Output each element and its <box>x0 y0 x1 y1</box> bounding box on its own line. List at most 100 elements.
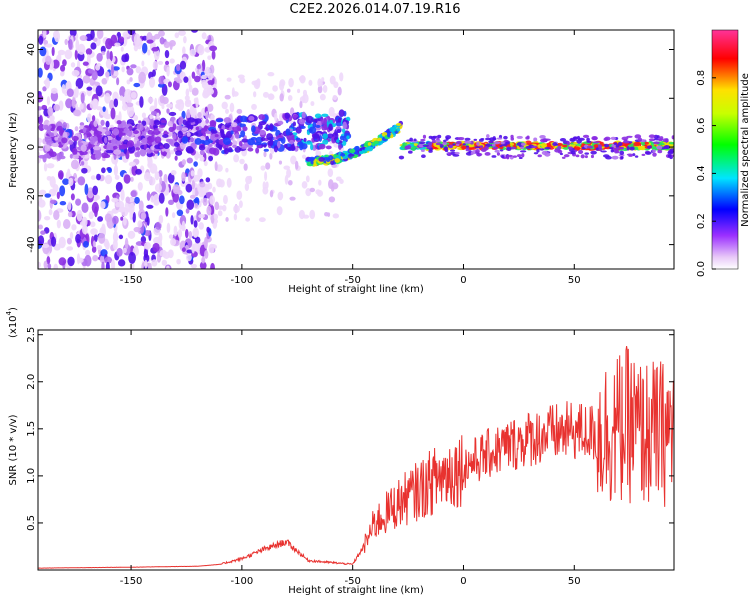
spectrogram-cell <box>133 33 141 46</box>
spectrogram-cell <box>197 168 203 178</box>
spectrogram-cell <box>174 155 178 161</box>
spectrogram-cell <box>181 159 186 166</box>
spectrogram-cell <box>68 38 73 50</box>
spectrogram-cell <box>634 134 642 139</box>
spectrogram-cell <box>114 42 121 47</box>
spectrogram-cell <box>136 123 144 132</box>
spectrogram-cell <box>213 213 219 220</box>
spectrogram-cell <box>71 224 77 231</box>
spectrogram-cell <box>325 157 331 162</box>
spectrogram-cell <box>559 137 567 142</box>
spectrogram-cell <box>318 143 326 150</box>
spectrogram-cell <box>158 192 165 204</box>
spectrogram-cell <box>336 128 342 133</box>
x-tick-label: -150 <box>120 576 143 587</box>
spectrogram-cell <box>166 108 170 114</box>
spectrogram-panel: -150 -100 -50 0 50 -40 -20 0 20 40 Height of str… <box>8 29 675 295</box>
spectrogram-cell <box>367 142 372 146</box>
spectrogram-cell <box>120 188 125 201</box>
spectrogram-cell <box>222 137 231 146</box>
spectrogram-cell <box>293 114 298 119</box>
spectrogram-cell <box>603 154 610 158</box>
spectrogram-cell <box>187 117 195 123</box>
spectrogram-cell <box>59 71 65 77</box>
spectrogram-cell <box>323 117 327 126</box>
spectrogram-cell <box>578 149 584 154</box>
snr-scale-prefix: (x10 <box>8 315 19 338</box>
spectrogram-cell <box>158 124 166 129</box>
spectrogram-cell <box>493 141 501 145</box>
spectrogram-cell <box>44 193 52 198</box>
x-tick-label: -100 <box>231 275 254 286</box>
y-tick-label: 0 <box>26 144 37 150</box>
spectrogram-cell <box>614 149 618 154</box>
spectrogram-cell <box>113 145 118 150</box>
spectrogram-cell <box>198 145 206 151</box>
spectrogram-cell <box>633 141 641 147</box>
spectrogram-cell <box>118 131 124 138</box>
spectrogram-cell <box>46 256 51 265</box>
spectrogram-cell <box>321 113 329 118</box>
spectrogram-cell <box>214 161 218 172</box>
spectrogram-cell <box>225 216 229 222</box>
spectrogram-cell <box>188 231 193 239</box>
spectrogram-cell <box>133 114 139 122</box>
spectrogram-cell <box>104 241 110 250</box>
spectrogram-cell <box>44 77 51 89</box>
spectrogram-cell <box>43 260 48 269</box>
spectrogram-cell <box>201 74 207 80</box>
spectrogram-cell <box>445 135 452 140</box>
spectrogram-cell <box>236 108 243 115</box>
spectrogram-cell <box>104 174 113 185</box>
spectrogram-cell <box>233 154 240 163</box>
spectrogram-cell <box>73 109 81 117</box>
spectrogram-cell <box>93 196 98 202</box>
spectrogram-cell <box>263 148 269 152</box>
spectrogram-cell <box>113 98 119 108</box>
spectrogram-cell <box>62 218 71 230</box>
spectrogram-cell <box>218 145 222 150</box>
spectrogram-cell <box>96 173 101 181</box>
spectrogram-cell <box>201 32 207 40</box>
spectrogram-cell <box>146 39 154 44</box>
x-tick-label: -100 <box>231 576 254 587</box>
spectrogram-cell <box>96 52 103 62</box>
spectrogram-cell <box>130 64 137 69</box>
spectrogram-cell <box>580 154 585 159</box>
spectrogram-cell <box>95 85 103 97</box>
spectrogram-cell <box>335 176 342 182</box>
spectrogram-cell <box>158 127 164 132</box>
spectrogram-cell <box>179 195 185 205</box>
snr-scale-label: (x104) <box>5 307 19 338</box>
spectrogram-cell <box>639 145 646 151</box>
spectrogram-cell <box>146 191 151 201</box>
spectrogram-cell <box>75 78 84 89</box>
spectrogram-cell <box>190 170 195 177</box>
spectrogram-cell <box>124 237 129 250</box>
spectrogram-cell <box>216 127 221 133</box>
spectrogram-cell <box>188 84 193 93</box>
spectrogram-cell <box>106 143 114 149</box>
spectrogram-cell <box>199 156 205 162</box>
spectrogram-cell <box>563 154 570 158</box>
spectrogram-cell <box>258 217 266 223</box>
spectrogram-cell <box>516 142 523 147</box>
spectrogram-cell <box>112 128 120 136</box>
spectrogram-cell <box>286 168 292 178</box>
spectrogram-cell <box>413 143 419 146</box>
spectrogram-cell <box>56 191 60 200</box>
spectrogram-cell <box>162 96 169 105</box>
spectrogram-cell <box>349 149 356 154</box>
spectrogram-cell <box>38 35 44 45</box>
spectrogram-cell <box>334 158 341 163</box>
spectrogram-cell <box>68 177 74 187</box>
spectrogram-cell <box>209 195 216 205</box>
spectrogram-cell <box>197 112 202 118</box>
spectrogram-cell <box>332 213 340 219</box>
spectrogram-cell <box>205 177 211 183</box>
spectrogram-cell <box>159 176 163 185</box>
spectrogram-cell <box>154 97 158 110</box>
spectrogram-cell <box>597 144 602 149</box>
spectrogram-cell <box>210 214 215 224</box>
spectrogram-cell <box>518 156 523 159</box>
